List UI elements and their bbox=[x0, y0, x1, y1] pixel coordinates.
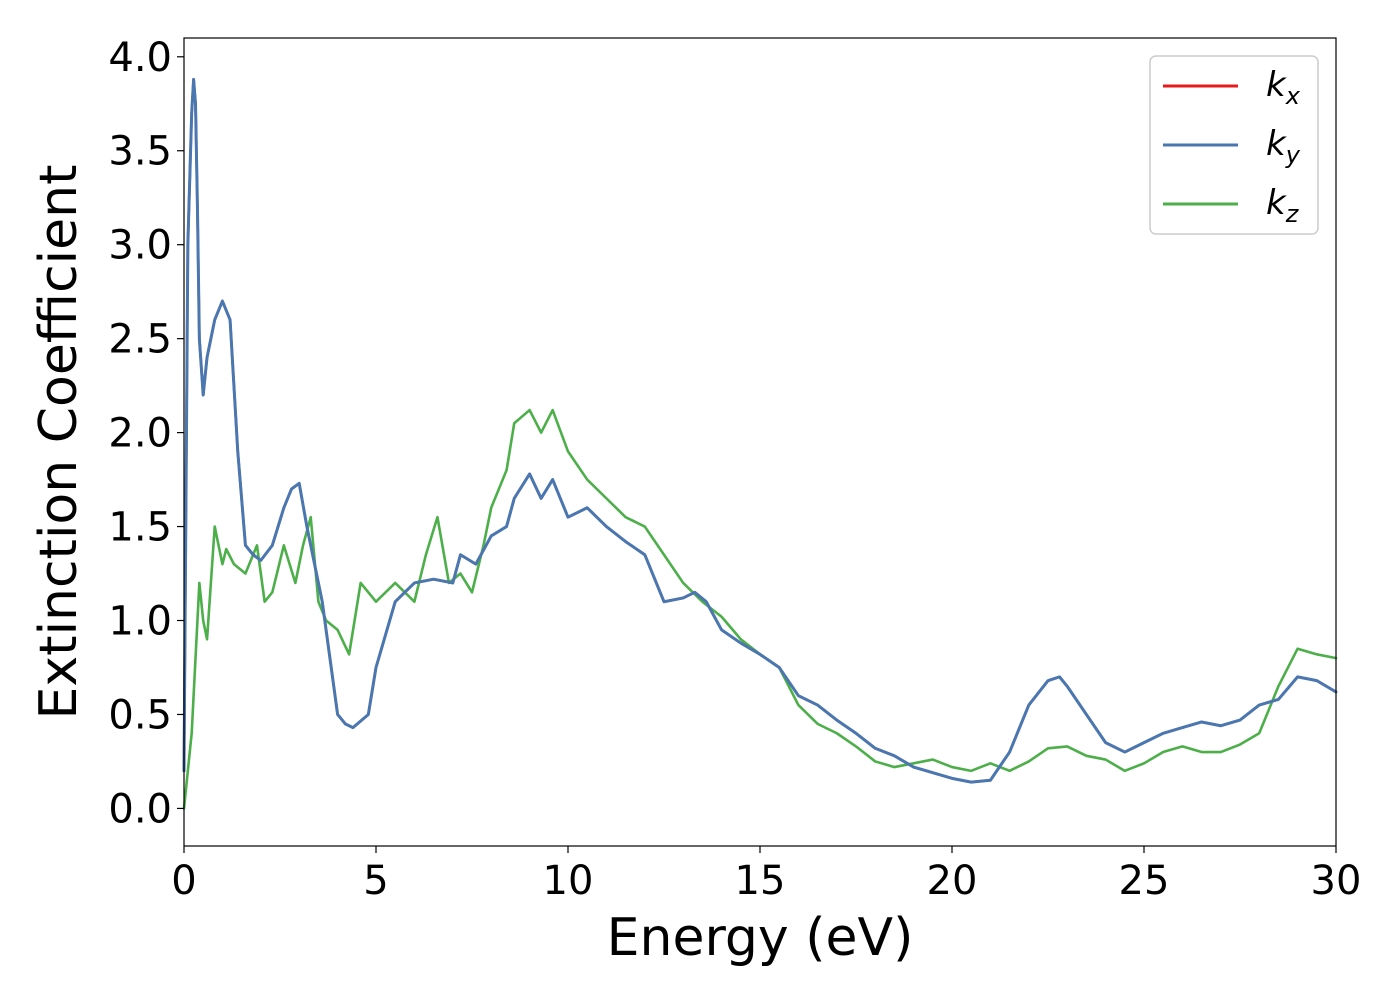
y-tick-label: 4.0 bbox=[108, 35, 172, 81]
x-axis: 0 5 10 15 20 25 30 bbox=[171, 846, 1361, 904]
x-axis-title: Energy (eV) bbox=[607, 908, 914, 968]
x-tick-label: 10 bbox=[543, 858, 594, 904]
plot-area bbox=[184, 38, 1336, 846]
x-tick-label: 5 bbox=[363, 858, 388, 904]
y-tick-label: 1.0 bbox=[108, 599, 172, 645]
y-tick-label: 0.0 bbox=[108, 786, 172, 832]
y-tick-label: 0.5 bbox=[108, 692, 172, 738]
y-tick-label: 3.5 bbox=[108, 129, 172, 175]
y-axis: 0.0 0.5 1.0 1.5 2.0 2.5 3.0 3.5 4.0 bbox=[108, 35, 184, 832]
y-tick-label: 2.0 bbox=[108, 411, 172, 457]
y-axis-title: Extinction Coefficient bbox=[29, 165, 89, 720]
y-tick-label: 3.0 bbox=[108, 223, 172, 269]
x-tick-label: 15 bbox=[735, 858, 786, 904]
y-tick-label: 1.5 bbox=[108, 505, 172, 551]
series-line-kz bbox=[182, 408, 1338, 810]
x-tick-label: 30 bbox=[1311, 858, 1362, 904]
legend: kx ky kz bbox=[1149, 55, 1319, 235]
series-line-ky bbox=[182, 77, 1338, 784]
series-layer bbox=[182, 77, 1338, 810]
x-tick-label: 20 bbox=[927, 858, 978, 904]
legend-label-kx: kx bbox=[1266, 65, 1301, 110]
legend-label-kz: kz bbox=[1266, 183, 1300, 228]
x-tick-label: 0 bbox=[171, 858, 196, 904]
y-tick-label: 2.5 bbox=[108, 317, 172, 363]
x-tick-label: 25 bbox=[1119, 858, 1170, 904]
legend-label-ky: ky bbox=[1266, 124, 1301, 169]
